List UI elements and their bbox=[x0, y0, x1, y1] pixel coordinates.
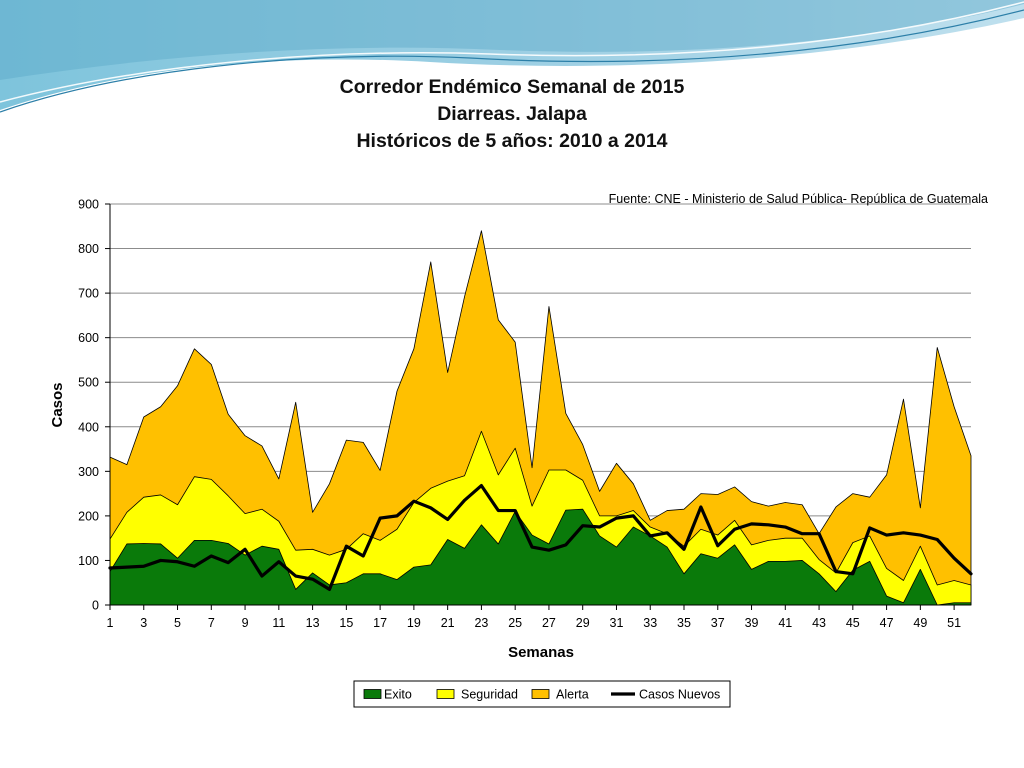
x-tick-label: 1 bbox=[107, 616, 114, 630]
legend-label: Exito bbox=[384, 688, 412, 702]
legend-label: Seguridad bbox=[461, 688, 518, 702]
x-tick-label: 33 bbox=[643, 616, 657, 630]
legend-label: Casos Nuevos bbox=[639, 688, 720, 702]
y-tick-label: 900 bbox=[78, 198, 99, 212]
series-line-casos-nuevos bbox=[108, 483, 973, 592]
x-tick-label: 19 bbox=[407, 616, 421, 630]
x-tick-label: 31 bbox=[610, 616, 624, 630]
legend: Exito Seguridad Alerta Casos Nuevos bbox=[353, 680, 731, 708]
axes bbox=[109, 204, 971, 610]
title-line-1: Corredor Endémico Semanal de 2015 bbox=[339, 76, 685, 98]
x-tick-label: 3 bbox=[140, 616, 147, 630]
x-tick-label: 23 bbox=[474, 616, 488, 630]
x-tick-label: 37 bbox=[711, 616, 725, 630]
x-tick-labels: 1 3 5 7 9 11 13 15 17 19 21 23 25 27 29 31 33 35 37 39 41 43 4… bbox=[107, 616, 962, 630]
y-axis-label: Casos bbox=[49, 382, 66, 427]
x-tick-label: 35 bbox=[677, 616, 691, 630]
x-tick-label: 15 bbox=[339, 616, 353, 630]
y-tick-label: 200 bbox=[78, 509, 99, 523]
x-tick-label: 25 bbox=[508, 616, 522, 630]
x-tick-label: 7 bbox=[208, 616, 215, 630]
x-tick-label: 47 bbox=[880, 616, 894, 630]
line-layers bbox=[108, 483, 973, 592]
x-tick-label: 21 bbox=[441, 616, 455, 630]
y-tick-label: 100 bbox=[78, 554, 99, 568]
y-tick-label: 500 bbox=[78, 376, 99, 390]
source-annotation: Fuente: CNE - Ministerio de Salud Públic… bbox=[609, 192, 988, 206]
x-tick-label: 49 bbox=[913, 616, 927, 630]
title-line-3: Históricos de 5 años: 2010 a 2014 bbox=[356, 130, 668, 152]
y-tick-label: 600 bbox=[78, 331, 99, 345]
series-area-seguridad bbox=[109, 430, 972, 606]
header-decoration bbox=[0, 0, 1024, 113]
x-tick-label: 9 bbox=[242, 616, 249, 630]
legend-swatch-exito bbox=[363, 689, 382, 699]
legend-swatch-seguridad bbox=[436, 689, 455, 699]
title-line-2: Diarreas. Jalapa bbox=[437, 103, 587, 125]
series-area-alerta bbox=[109, 230, 972, 606]
y-tick-label: 0 bbox=[92, 599, 99, 613]
x-tick-label: 5 bbox=[174, 616, 181, 630]
y-tick-label: 300 bbox=[78, 465, 99, 479]
x-axis-label: Semanas bbox=[508, 644, 574, 661]
y-tick-label: 400 bbox=[78, 420, 99, 434]
x-tick-label: 29 bbox=[576, 616, 590, 630]
y-tick-label: 700 bbox=[78, 287, 99, 301]
y-tick-labels: 0 100 200 300 400 500 600 700 800 900 bbox=[78, 198, 99, 613]
x-tick-label: 13 bbox=[306, 616, 320, 630]
x-tick-label: 45 bbox=[846, 616, 860, 630]
legend-swatch-alerta bbox=[531, 689, 550, 699]
x-tick-label: 51 bbox=[947, 616, 961, 630]
x-tick-label: 41 bbox=[778, 616, 792, 630]
x-tick-label: 43 bbox=[812, 616, 826, 630]
chart-title: Corredor Endémico Semanal de 2015 Diarre… bbox=[0, 74, 1024, 155]
x-tick-label: 17 bbox=[373, 616, 387, 630]
x-tick-label: 27 bbox=[542, 616, 556, 630]
x-tick-label: 11 bbox=[272, 616, 285, 630]
x-tick-label: 39 bbox=[745, 616, 759, 630]
legend-label: Alerta bbox=[556, 688, 589, 702]
y-tick-label: 800 bbox=[78, 242, 99, 256]
